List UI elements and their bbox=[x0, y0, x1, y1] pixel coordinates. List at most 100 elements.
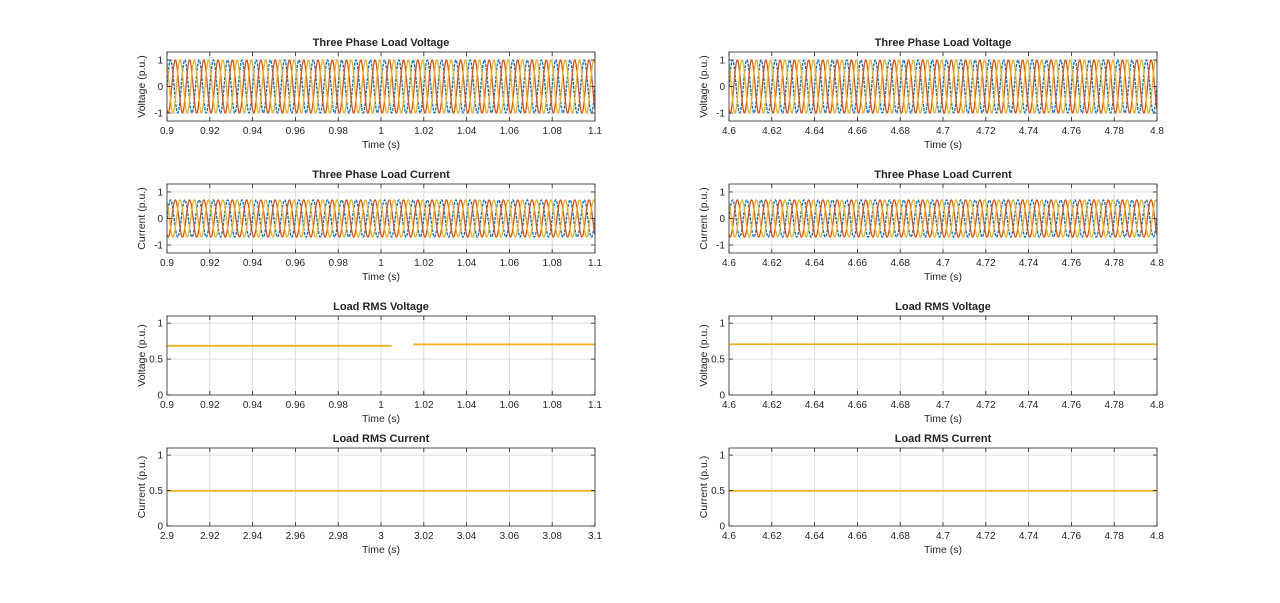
x-tick-label: 4.76 bbox=[1062, 258, 1082, 269]
x-tick-label: 3.04 bbox=[457, 531, 477, 542]
x-tick-label: 0.94 bbox=[243, 126, 263, 137]
x-tick-label: 4.76 bbox=[1062, 531, 1082, 542]
y-axis-label: Current (p.u.) bbox=[136, 456, 148, 518]
x-axis-label: Time (s) bbox=[924, 413, 962, 425]
x-tick-label: 4.8 bbox=[1150, 531, 1164, 542]
x-tick-label: 4.72 bbox=[976, 258, 996, 269]
x-tick-label: 1 bbox=[378, 126, 384, 137]
x-tick-label: 4.64 bbox=[805, 258, 825, 269]
x-tick-label: 0.9 bbox=[160, 258, 174, 269]
x-tick-label: 4.8 bbox=[1150, 258, 1164, 269]
series-line-phase-c bbox=[729, 199, 1157, 238]
x-tick-label: 0.98 bbox=[328, 400, 348, 411]
x-tick-label: 4.78 bbox=[1104, 531, 1124, 542]
series-line-phase-c bbox=[167, 199, 595, 238]
y-tick-label: 1 bbox=[719, 319, 725, 330]
chart-rms-current-right: 4.6 4.62 4.64 4.66 4.68 4.7 4.72 4.74 4.76 4.78 4.… bbox=[698, 433, 1164, 556]
x-tick-label: 4.76 bbox=[1062, 126, 1082, 137]
y-tick-label: 1 bbox=[157, 451, 163, 462]
y-tick-label: 0 bbox=[719, 522, 725, 533]
series-line-phase-b bbox=[167, 59, 595, 114]
x-tick-label: 1.1 bbox=[588, 258, 602, 269]
y-axis-label: Voltage (p.u.) bbox=[698, 324, 710, 386]
x-axis-label: Time (s) bbox=[924, 544, 962, 556]
x-tick-label: 1.1 bbox=[588, 400, 602, 411]
y-tick-label: 1 bbox=[157, 187, 163, 198]
chart-title: Load RMS Voltage bbox=[895, 301, 991, 313]
series-line-rms bbox=[167, 343, 595, 347]
x-tick-label: 4.68 bbox=[890, 258, 910, 269]
x-tick-label: 0.9 bbox=[160, 126, 174, 137]
y-axis-label: Voltage (p.u.) bbox=[136, 55, 148, 117]
y-tick-label: 0 bbox=[719, 82, 725, 93]
y-tick-label: 1 bbox=[157, 319, 163, 330]
x-axis-label: Time (s) bbox=[924, 139, 962, 151]
x-tick-label: 0.94 bbox=[243, 400, 263, 411]
x-tick-label: 4.72 bbox=[976, 126, 996, 137]
x-tick-label: 1.08 bbox=[542, 126, 562, 137]
y-tick-label: -1 bbox=[154, 241, 163, 252]
y-tick-label: 0 bbox=[719, 391, 725, 402]
x-tick-label: 0.96 bbox=[286, 400, 306, 411]
series-line-phase-b bbox=[729, 199, 1157, 238]
chart-current-left: 0.9 0.92 0.94 0.96 0.98 1 1.02 1.04 1.06 1.08 1.1 -… bbox=[136, 169, 602, 283]
x-tick-label: 4.68 bbox=[890, 126, 910, 137]
x-axis-label: Time (s) bbox=[362, 139, 400, 151]
chart-title: Three Phase Load Current bbox=[312, 169, 450, 181]
x-tick-label: 4.72 bbox=[976, 400, 996, 411]
y-axis-label: Current (p.u.) bbox=[136, 187, 148, 249]
x-tick-label: 4.66 bbox=[848, 258, 868, 269]
y-tick-label: -1 bbox=[716, 241, 725, 252]
series-group bbox=[729, 199, 1157, 238]
x-tick-label: 4.68 bbox=[890, 400, 910, 411]
chart-title: Load RMS Current bbox=[895, 433, 992, 445]
x-tick-label: 0.92 bbox=[200, 126, 220, 137]
y-tick-label: 0 bbox=[719, 214, 725, 225]
x-tick-label: 0.96 bbox=[286, 126, 306, 137]
x-tick-label: 4.62 bbox=[762, 531, 782, 542]
x-tick-label: 4.7 bbox=[936, 258, 950, 269]
x-tick-label: 4.7 bbox=[936, 126, 950, 137]
series-line-phase-a bbox=[729, 199, 1157, 238]
x-tick-label: 4.64 bbox=[805, 400, 825, 411]
y-axis-label: Current (p.u.) bbox=[698, 187, 710, 249]
x-tick-label: 0.9 bbox=[160, 400, 174, 411]
series-line-phase-c bbox=[729, 59, 1157, 114]
x-tick-label: 0.98 bbox=[328, 258, 348, 269]
x-tick-label: 0.92 bbox=[200, 258, 220, 269]
series-group bbox=[167, 343, 595, 347]
chart-rms-current-left: 2.9 2.92 2.94 2.96 2.98 3 3.02 3.04 3.06 3.08 3.1 0… bbox=[136, 433, 602, 556]
x-tick-label: 4.74 bbox=[1019, 126, 1039, 137]
x-tick-label: 3.06 bbox=[500, 531, 520, 542]
x-tick-label: 1.08 bbox=[542, 258, 562, 269]
y-tick-label: 0.5 bbox=[711, 355, 725, 366]
x-tick-label: 4.64 bbox=[805, 531, 825, 542]
chart-title: Three Phase Load Current bbox=[874, 169, 1012, 181]
x-tick-label: 4.78 bbox=[1104, 126, 1124, 137]
x-tick-label: 1 bbox=[378, 400, 384, 411]
x-axis-label: Time (s) bbox=[362, 544, 400, 556]
y-tick-label: 0 bbox=[157, 522, 163, 533]
chart-title: Three Phase Load Voltage bbox=[313, 37, 450, 49]
x-tick-label: 1.06 bbox=[500, 400, 520, 411]
x-tick-label: 3 bbox=[378, 531, 384, 542]
x-tick-label: 4.7 bbox=[936, 400, 950, 411]
y-tick-label: 0.5 bbox=[149, 486, 163, 497]
x-tick-label: 1.06 bbox=[500, 126, 520, 137]
x-tick-label: 0.96 bbox=[286, 258, 306, 269]
x-tick-label: 4.68 bbox=[890, 531, 910, 542]
x-tick-label: 3.02 bbox=[414, 531, 434, 542]
y-tick-label: 1 bbox=[719, 55, 725, 66]
x-tick-label: 0.98 bbox=[328, 126, 348, 137]
x-tick-label: 4.66 bbox=[848, 531, 868, 542]
x-tick-label: 4.76 bbox=[1062, 400, 1082, 411]
x-tick-label: 2.92 bbox=[200, 531, 220, 542]
x-tick-label: 1.04 bbox=[457, 400, 477, 411]
x-tick-label: 2.96 bbox=[286, 531, 306, 542]
chart-voltage-right: 4.6 4.62 4.64 4.66 4.68 4.7 4.72 4.74 4.76 4.78 4.… bbox=[698, 37, 1164, 151]
series-group bbox=[167, 59, 595, 114]
chart-title: Load RMS Current bbox=[333, 433, 430, 445]
series-line-phase-b bbox=[729, 59, 1157, 114]
y-tick-label: 1 bbox=[719, 451, 725, 462]
